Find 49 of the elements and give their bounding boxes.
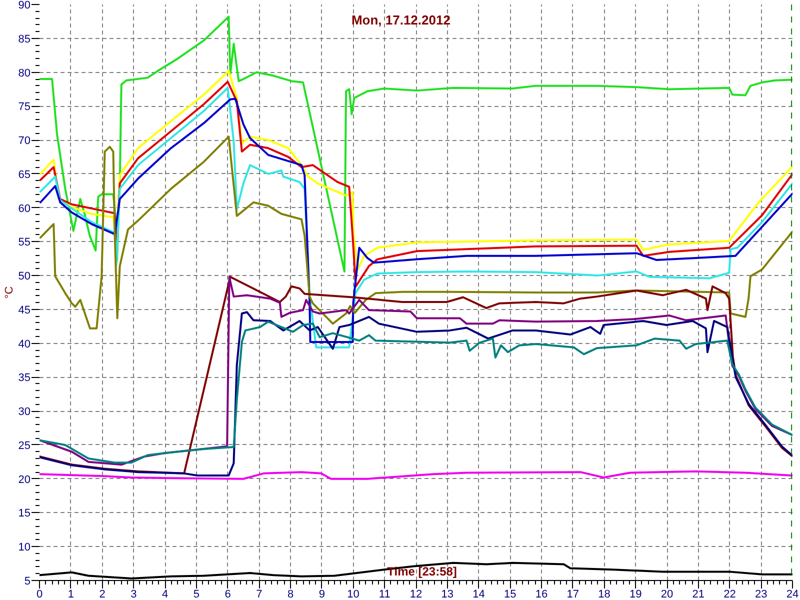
line-series: [40, 16, 792, 272]
x-tick-label: 12: [410, 588, 422, 600]
y-tick-label: 45: [18, 304, 31, 316]
x-tick-label: 9: [318, 588, 325, 600]
line-series: [40, 470, 792, 480]
x-tick-label: 13: [441, 588, 454, 600]
y-tick-label: 15: [18, 508, 31, 520]
y-tick-label: 40: [18, 338, 31, 350]
text: Mon, 17.12.2012: [351, 12, 450, 28]
x-tick-label: 14: [472, 588, 485, 600]
y-tick-label: 85: [18, 33, 31, 46]
y-tick-label: 90: [18, 0, 31, 12]
x-tick-label: 8: [287, 588, 294, 600]
x-tick-label: 6: [224, 588, 231, 600]
x-tick-label: 1: [68, 588, 74, 600]
y-tick-label: 25: [18, 440, 31, 452]
y-tick-label: 80: [18, 67, 31, 80]
x-tick-label: 5: [193, 588, 200, 600]
y-tick-label: 5: [24, 576, 31, 588]
y-tick-label: 20: [18, 474, 31, 486]
y-tick-label: 10: [18, 542, 31, 554]
x-tick-label: 23: [755, 588, 768, 600]
x-axis-title: Time [23:58]: [387, 564, 457, 578]
x-tick-label: 21: [692, 588, 705, 600]
x-tick-label: 7: [256, 588, 262, 600]
x-tick-label: 15: [504, 588, 516, 600]
x-tick-label: 2: [99, 588, 106, 600]
y-tick-label: 55: [18, 236, 31, 249]
x-tick-label: 22: [724, 588, 736, 600]
x-tick-label: 20: [660, 588, 674, 600]
x-tick-label: 17: [566, 588, 580, 600]
y-tick-label: 65: [18, 168, 31, 181]
x-tick-label: 16: [535, 588, 548, 600]
y-tick-label: 75: [18, 101, 31, 114]
x-tick-label: 0: [36, 588, 43, 600]
line-series: [40, 136, 792, 330]
x-tick-label: 24: [786, 588, 799, 600]
x-tick-label: 3: [130, 588, 137, 600]
x-tick-label: 4: [162, 588, 168, 600]
x-tick-label: 19: [630, 588, 642, 600]
x-tick-label: 11: [378, 588, 390, 600]
x-tick-label: 10: [347, 588, 360, 600]
y-tick-label: 35: [18, 372, 31, 384]
y-axis-title: °C: [3, 286, 16, 299]
y-tick-label: 30: [18, 406, 31, 418]
y-tick-label: 70: [18, 135, 31, 148]
y-tick-label: 60: [18, 202, 31, 215]
y-tick-label: 50: [18, 270, 31, 283]
x-tick-label: 18: [598, 588, 610, 600]
